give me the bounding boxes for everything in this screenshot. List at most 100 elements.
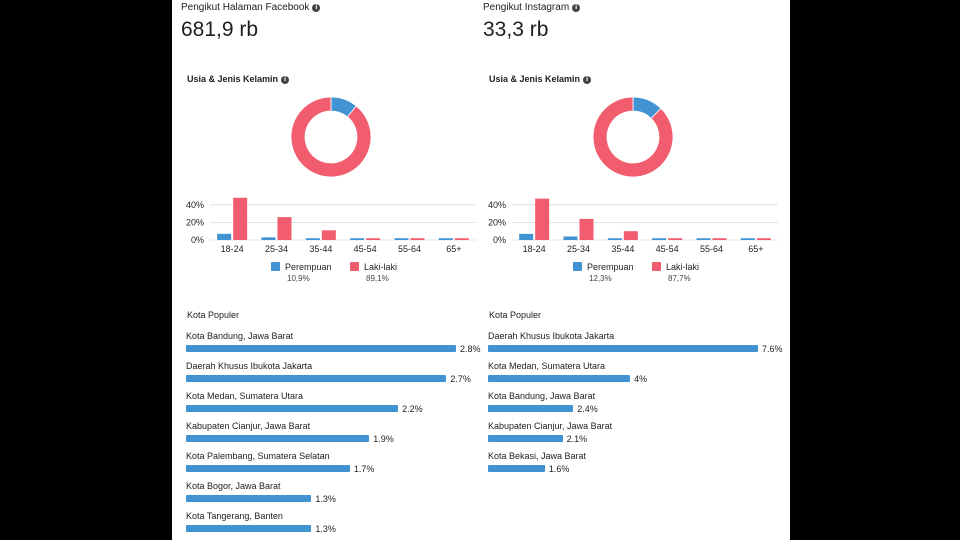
bar-laki-laki-18-24[interactable] [233, 197, 248, 240]
x-tick-label: 35-44 [309, 244, 332, 254]
city-name: Kota Bogor, Jawa Barat [186, 481, 281, 491]
legend-label: Laki-laki [666, 262, 700, 272]
city-value: 2.2% [402, 404, 423, 414]
city-value: 7.6% [762, 344, 783, 354]
city-value: 1.6% [548, 464, 570, 474]
city-name: Kota Bandung, Jawa Barat [488, 391, 596, 401]
bar-laki-laki-35-44[interactable] [321, 230, 336, 240]
info-icon[interactable]: i [281, 76, 290, 84]
legend-percent: 89,1% [366, 274, 389, 283]
bar-perempuan-45-54[interactable] [652, 238, 667, 240]
city-bar[interactable] [488, 435, 563, 442]
city-name: Kota Palembang, Sumatera Selatan [186, 451, 330, 461]
facebook-column: Pengikut Halaman Facebook i 681,9 rb Usia… [180, 0, 481, 540]
x-tick-label: 45-54 [656, 244, 679, 254]
city-bar[interactable] [186, 375, 447, 382]
bar-perempuan-25-34[interactable] [563, 236, 578, 240]
bar-laki-laki-18-24[interactable] [535, 198, 550, 240]
city-name: Kota Medan, Sumatera Utara [186, 391, 304, 401]
city-name: Kota Medan, Sumatera Utara [488, 361, 606, 371]
age-gender-title: Usia & Jenis Kelamin i [187, 74, 290, 84]
city-bar[interactable] [488, 345, 758, 352]
city-row: Kabupaten Cianjur, Jawa Barat 1.9% [186, 421, 476, 449]
city-bar[interactable] [186, 435, 370, 442]
bar-laki-laki-45-54[interactable] [668, 238, 683, 240]
legend-swatch [271, 262, 280, 271]
bar-perempuan-55-64[interactable] [696, 238, 711, 240]
bar-laki-laki-65+[interactable] [454, 238, 469, 240]
city-row: Daerah Khusus Ibukota Jakarta 7.6% [488, 331, 783, 359]
insights-panel: Pengikut Halaman Facebook i 681,9 rb Usia… [172, 0, 790, 540]
city-value: 2.4% [577, 404, 598, 414]
bar-perempuan-18-24[interactable] [519, 233, 534, 240]
city-row: Kota Bandung, Jawa Barat 2.4% [488, 391, 778, 419]
bar-perempuan-45-54[interactable] [350, 238, 365, 240]
city-value: 2.8% [460, 344, 481, 354]
gender-legend: Perempuan 12,3% Laki-laki 87,7% [482, 262, 782, 286]
bar-perempuan-65+[interactable] [740, 238, 755, 240]
instagram-followers-count: 33,3 rb [483, 18, 549, 41]
gender-donut [290, 96, 372, 178]
bar-laki-laki-25-34[interactable] [579, 218, 594, 240]
instagram-column: Pengikut Instagram i 33,3 rb Usia & Jenis… [482, 0, 783, 540]
popular-cities-title: Kota Populer [187, 310, 240, 320]
popular-cities-title: Kota Populer [489, 310, 542, 320]
city-name: Kota Bandung, Jawa Barat [186, 331, 294, 341]
city-bar[interactable] [186, 465, 350, 472]
legend-label: Perempuan [587, 262, 634, 272]
city-value: 4% [634, 374, 648, 384]
bar-perempuan-25-34[interactable] [261, 237, 276, 240]
city-value: 2.7% [450, 374, 471, 384]
city-bar[interactable] [488, 375, 631, 382]
info-icon[interactable]: i [583, 76, 592, 84]
bar-perempuan-35-44[interactable] [607, 238, 622, 240]
city-value: 1.7% [353, 464, 375, 474]
city-bar[interactable] [186, 405, 399, 412]
x-tick-label: 55-64 [700, 244, 723, 254]
age-bar-chart: 0% 20% 40% 18-24 25-34 35-44 45-54 55-64 65+ [488, 198, 778, 254]
bar-perempuan-18-24[interactable] [217, 233, 232, 240]
info-icon[interactable]: i [312, 4, 321, 12]
city-value: 2.1% [566, 434, 588, 444]
city-row: Kota Palembang, Sumatera Selatan 1.7% [186, 451, 476, 479]
x-tick-label: 65+ [446, 244, 461, 254]
bar-laki-laki-35-44[interactable] [623, 231, 638, 240]
city-value: 1.3% [315, 494, 336, 504]
bar-laki-laki-55-64[interactable] [712, 238, 727, 240]
bar-laki-laki-45-54[interactable] [366, 238, 381, 240]
city-bar[interactable] [186, 345, 456, 352]
x-tick-label: 25-34 [265, 244, 288, 254]
bar-perempuan-55-64[interactable] [394, 238, 409, 240]
bar-laki-laki-55-64[interactable] [410, 238, 425, 240]
info-icon[interactable]: i [572, 4, 581, 12]
city-bar[interactable] [488, 465, 545, 472]
bar-perempuan-65+[interactable] [438, 238, 453, 240]
city-name: Kabupaten Cianjur, Jawa Barat [186, 421, 311, 431]
donut-slice-laki-laki[interactable] [290, 96, 372, 178]
y-tick-label: 0% [191, 235, 204, 245]
legend-swatch [573, 262, 582, 271]
city-value: 1.3% [315, 524, 336, 534]
legend-percent: 87,7% [668, 274, 691, 283]
y-tick-label: 40% [186, 200, 204, 210]
bar-laki-laki-25-34[interactable] [277, 217, 292, 240]
x-tick-label: 65+ [748, 244, 763, 254]
legend-swatch [350, 262, 359, 271]
gender-legend: Perempuan 10,9% Laki-laki 89,1% [180, 262, 480, 286]
city-bar[interactable] [186, 495, 312, 502]
city-name: Kota Tangerang, Banten [186, 511, 283, 521]
city-row: Kota Tangerang, Banten 1.3% [186, 511, 476, 539]
x-tick-label: 18-24 [221, 244, 244, 254]
y-tick-label: 0% [493, 235, 506, 245]
bar-perempuan-35-44[interactable] [305, 238, 320, 240]
bar-laki-laki-65+[interactable] [756, 238, 771, 240]
legend-percent: 12,3% [589, 274, 612, 283]
legend-swatch [652, 262, 661, 271]
donut-slice-laki-laki[interactable] [592, 96, 674, 178]
city-bar[interactable] [186, 525, 312, 532]
city-bar[interactable] [488, 405, 574, 412]
legend-label: Perempuan [285, 262, 332, 272]
city-name: Daerah Khusus Ibukota Jakarta [186, 361, 313, 371]
legend-label: Laki-laki [364, 262, 398, 272]
facebook-followers-count: 681,9 rb [181, 18, 259, 41]
